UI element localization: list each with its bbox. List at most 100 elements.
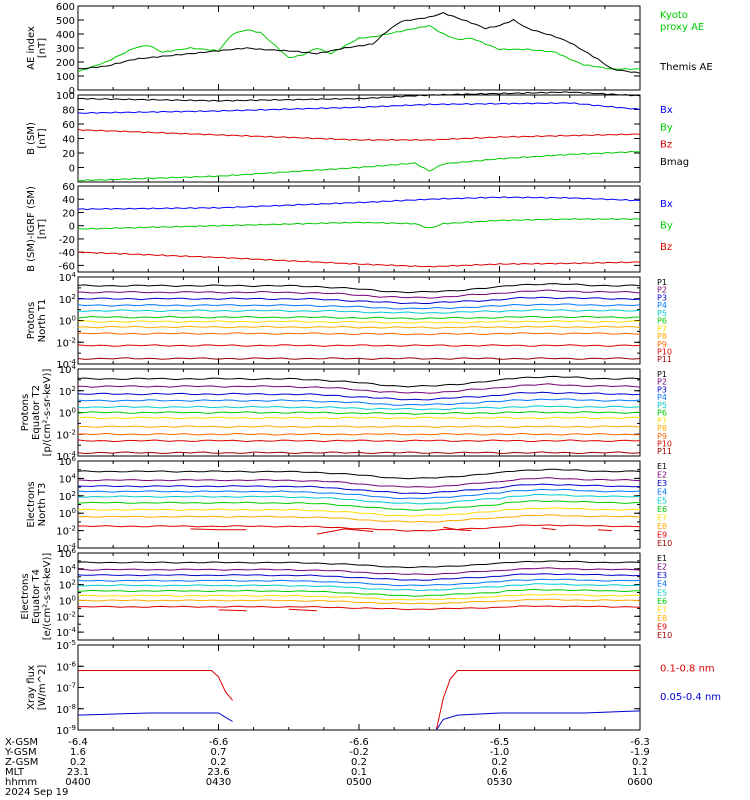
legend-entry: By — [660, 122, 673, 133]
y-tick-label: 100 — [56, 72, 75, 83]
legend-entry: P8 — [657, 424, 667, 433]
panel-frame — [77, 94, 641, 183]
x-axis-value: 0.2 — [70, 757, 86, 768]
series-line-p3 — [77, 296, 641, 305]
x-axis-value: 0.1 — [351, 767, 367, 778]
y-axis-label: [nT] — [37, 128, 48, 148]
x-axis-value: 0.6 — [492, 767, 508, 778]
y-tick-label: 0 — [69, 86, 75, 97]
y-tick-label: 102 — [59, 490, 76, 503]
x-axis-value: 0400 — [65, 777, 90, 788]
series-line-p9 — [77, 332, 641, 336]
legend-entry: E7 — [657, 605, 667, 614]
legend-entry: 0.1-0.8 nm — [660, 664, 715, 675]
y-tick-label: 104 — [59, 363, 77, 376]
legend-entry: E2 — [657, 563, 667, 572]
y-tick-label: -20 — [59, 235, 75, 246]
legend-entry: E4 — [657, 488, 667, 497]
x-axis-row-label: X-GSM — [5, 737, 38, 748]
legend: 0.1-0.8 nm 0.05-0.4 nm — [660, 664, 721, 703]
y-tick-label: 100 — [59, 594, 76, 607]
y-tick-label: 104 — [59, 563, 77, 576]
series-line-e1 — [77, 560, 641, 569]
series-line-p5 — [77, 405, 641, 411]
legend-entry: E10 — [657, 631, 672, 640]
legend-entry: Bz — [660, 140, 672, 151]
y-tick-label: 10-6 — [56, 660, 76, 673]
panel-4: 10-4 10-2 100 102 104 Protons North T1 P1P2P3P4… — [26, 271, 672, 371]
legend-entry: P11 — [657, 355, 672, 364]
x-axis-value: -6.6 — [209, 737, 229, 748]
legend-entry: E6 — [657, 597, 667, 606]
y-tick-label: 300 — [56, 44, 75, 55]
series-line-e9 — [78, 524, 641, 532]
series-line-e3 — [77, 573, 641, 581]
x-axis-value: 0430 — [206, 777, 231, 788]
legend-entry: Bz — [660, 242, 672, 253]
series-line-themis-ae — [77, 12, 641, 74]
panel-1: 0 100 200 300 400 500 600 AE index [nT] Kyotoprox… — [26, 2, 713, 97]
y-axis-label: Electrons — [26, 481, 37, 527]
legend-entry: P8 — [657, 332, 667, 341]
y-tick-label: 400 — [56, 30, 75, 41]
series-line-e9 — [78, 605, 641, 611]
series-line-bz — [77, 251, 641, 268]
y-tick-label: 104 — [59, 271, 77, 284]
y-tick-label: 10-7 — [56, 682, 76, 695]
series-line-p8 — [77, 425, 641, 429]
panel-5: 10-4 10-2 100 102 104 Protons Equator T2 [p/(cm… — [20, 363, 672, 463]
y-tick-label: 80 — [62, 106, 75, 117]
y-axis-label: Protons — [26, 302, 37, 339]
x-axis-value: -1.9 — [630, 747, 650, 758]
y-axis-label: B (SM) — [26, 122, 37, 155]
y-tick-label: 40 — [62, 195, 75, 206]
legend-entry: Kyoto — [660, 10, 688, 21]
y-tick-label: 106 — [59, 547, 77, 560]
y-tick-label: 10-2 — [56, 525, 76, 538]
y-tick-label: 104 — [59, 472, 77, 485]
x-axis-value: -6.6 — [349, 737, 369, 748]
y-axis-label: B (SM)-IGRF (SM) — [26, 186, 37, 272]
y-tick-label: 600 — [56, 2, 75, 13]
panel-frame — [77, 460, 641, 549]
legend-entry: E4 — [657, 580, 667, 589]
y-axis-label: [p/(cm²-s-sr-keV)] — [42, 369, 53, 457]
panel-7: 10-4 10-2 100 102 104 106 Electrons Equator T4[… — [20, 547, 672, 641]
y-axis-label: [W/m^2] — [37, 665, 48, 711]
y-tick-label: 40 — [62, 135, 75, 146]
x-axis-row-label: MLT — [5, 767, 25, 778]
y-axis-label: [nT] — [37, 219, 48, 239]
legend-entry: P7 — [657, 416, 667, 425]
legend-entry: E8 — [657, 522, 667, 531]
series-line-p2 — [77, 289, 641, 299]
legend-entry: P11 — [657, 447, 672, 456]
legend-entry: P2 — [657, 286, 667, 295]
y-tick-label: 60 — [62, 120, 75, 131]
legend-entry: 0.05-0.4 nm — [660, 692, 721, 703]
legend-entry: P7 — [657, 324, 667, 333]
series-line-bx — [77, 196, 641, 211]
legend-entry: Bx — [660, 199, 673, 210]
x-axis-row-label: Z-GSM — [5, 757, 38, 768]
legend-entry: P10 — [657, 347, 672, 356]
series-line-e8 — [77, 514, 641, 523]
panel-frame — [77, 185, 641, 273]
legend-entry: proxy AE — [660, 22, 704, 33]
legend-entry: P4 — [657, 301, 667, 310]
series-line-0-1-0-8-nm — [78, 670, 233, 701]
legend-entry: E9 — [657, 531, 667, 540]
series-line-p8 — [77, 325, 641, 329]
series-line-e6 — [77, 500, 641, 511]
y-tick-label: 10-9 — [56, 724, 76, 737]
legend-entry: E10 — [657, 539, 672, 548]
y-tick-label: 100 — [59, 507, 76, 520]
series-line-p1 — [77, 283, 641, 294]
legend-entry: E5 — [657, 496, 667, 505]
series-line-e6 — [77, 588, 641, 597]
series-line-e3 — [77, 483, 641, 495]
legend-entry: P5 — [657, 401, 667, 410]
series-line-by — [77, 150, 641, 182]
